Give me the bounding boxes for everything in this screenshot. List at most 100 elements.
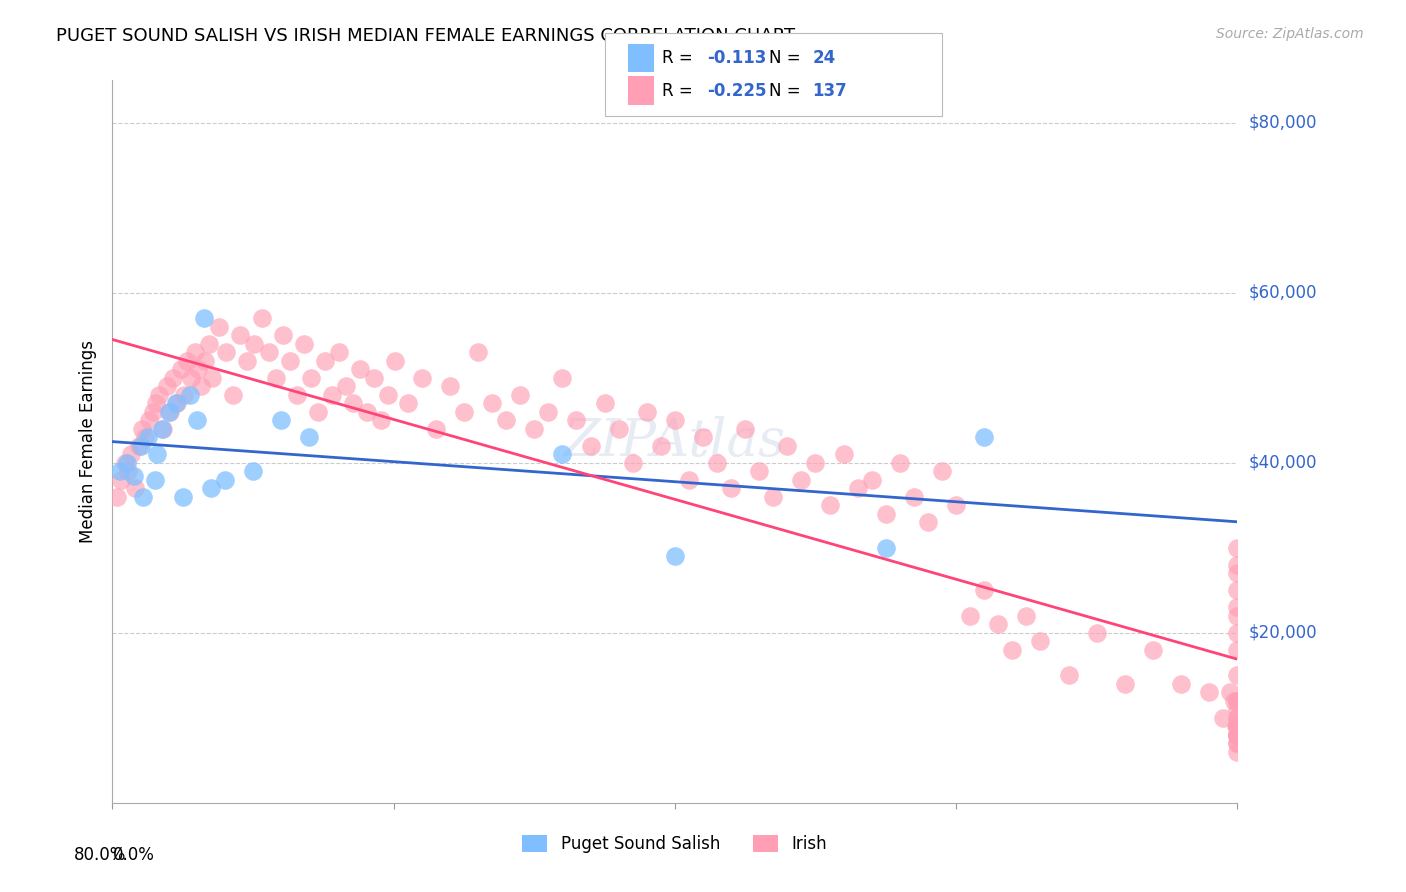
Point <box>180 371 202 385</box>
Point <box>132 490 155 504</box>
Point <box>1226 711 1249 725</box>
Text: 137: 137 <box>813 82 848 100</box>
Point <box>1198 685 1220 699</box>
Point <box>987 617 1010 632</box>
Point <box>973 583 995 598</box>
Text: -0.225: -0.225 <box>707 82 766 100</box>
Point <box>328 345 350 359</box>
Point <box>1226 608 1249 623</box>
Point <box>1226 728 1249 742</box>
Legend: Puget Sound Salish, Irish: Puget Sound Salish, Irish <box>516 828 834 860</box>
Point <box>481 396 503 410</box>
Point <box>1029 634 1052 648</box>
Point <box>166 396 188 410</box>
Point <box>122 468 145 483</box>
Point <box>201 371 224 385</box>
Point <box>720 481 742 495</box>
Point <box>917 516 939 530</box>
Text: R =: R = <box>662 49 699 67</box>
Point <box>636 405 658 419</box>
Point <box>439 379 461 393</box>
Point <box>150 422 173 436</box>
Point <box>453 405 475 419</box>
Point <box>1015 608 1038 623</box>
Point <box>108 464 131 478</box>
Point <box>860 473 883 487</box>
Point <box>1226 694 1249 708</box>
Point <box>509 388 531 402</box>
Point <box>176 353 198 368</box>
Point <box>1226 558 1249 572</box>
Point <box>804 456 827 470</box>
Point <box>270 413 292 427</box>
Point <box>875 507 897 521</box>
Point <box>229 328 252 343</box>
Point <box>129 439 152 453</box>
Point <box>396 396 419 410</box>
Point <box>138 413 160 427</box>
Point <box>1114 677 1136 691</box>
Text: ZIPAtlas: ZIPAtlas <box>564 416 786 467</box>
Point <box>157 405 180 419</box>
Point <box>136 430 159 444</box>
Point <box>148 388 170 402</box>
Point <box>1226 642 1249 657</box>
Point <box>156 379 179 393</box>
Point <box>790 473 813 487</box>
Point <box>973 430 995 444</box>
Point <box>179 388 201 402</box>
Point <box>370 413 392 427</box>
Point <box>1226 541 1249 555</box>
Point <box>903 490 925 504</box>
Point <box>307 405 329 419</box>
Point <box>186 413 208 427</box>
Text: $40,000: $40,000 <box>1249 454 1317 472</box>
Point <box>335 379 357 393</box>
Text: 0.0%: 0.0% <box>112 847 155 864</box>
Point <box>1226 719 1249 733</box>
Point <box>1226 745 1249 759</box>
Point <box>250 311 273 326</box>
Point <box>1226 719 1249 733</box>
Point <box>1226 728 1249 742</box>
Point <box>134 430 156 444</box>
Point <box>198 336 221 351</box>
Point <box>467 345 489 359</box>
Text: $20,000: $20,000 <box>1249 624 1317 642</box>
Point <box>124 481 146 495</box>
Point <box>1142 642 1164 657</box>
Point <box>208 319 231 334</box>
Point <box>959 608 981 623</box>
Point <box>143 473 166 487</box>
Point <box>748 464 770 478</box>
Point <box>172 490 194 504</box>
Point <box>411 371 433 385</box>
Point <box>495 413 517 427</box>
Point <box>146 447 169 461</box>
Point <box>706 456 728 470</box>
Point <box>593 396 616 410</box>
Point <box>1225 719 1247 733</box>
Point <box>110 473 132 487</box>
Point <box>1226 625 1249 640</box>
Point <box>607 422 630 436</box>
Point <box>551 371 574 385</box>
Point <box>523 422 546 436</box>
Point <box>194 353 217 368</box>
Point <box>846 481 869 495</box>
Point <box>1226 583 1249 598</box>
Point <box>384 353 406 368</box>
Point <box>278 353 301 368</box>
Point <box>193 311 215 326</box>
Point <box>945 498 967 512</box>
Point <box>190 379 212 393</box>
Point <box>128 439 150 453</box>
Point <box>692 430 714 444</box>
Point <box>377 388 399 402</box>
Point <box>285 388 308 402</box>
Point <box>159 405 181 419</box>
Point <box>565 413 588 427</box>
Text: $80,000: $80,000 <box>1249 114 1317 132</box>
Point <box>650 439 672 453</box>
Point <box>1226 719 1249 733</box>
